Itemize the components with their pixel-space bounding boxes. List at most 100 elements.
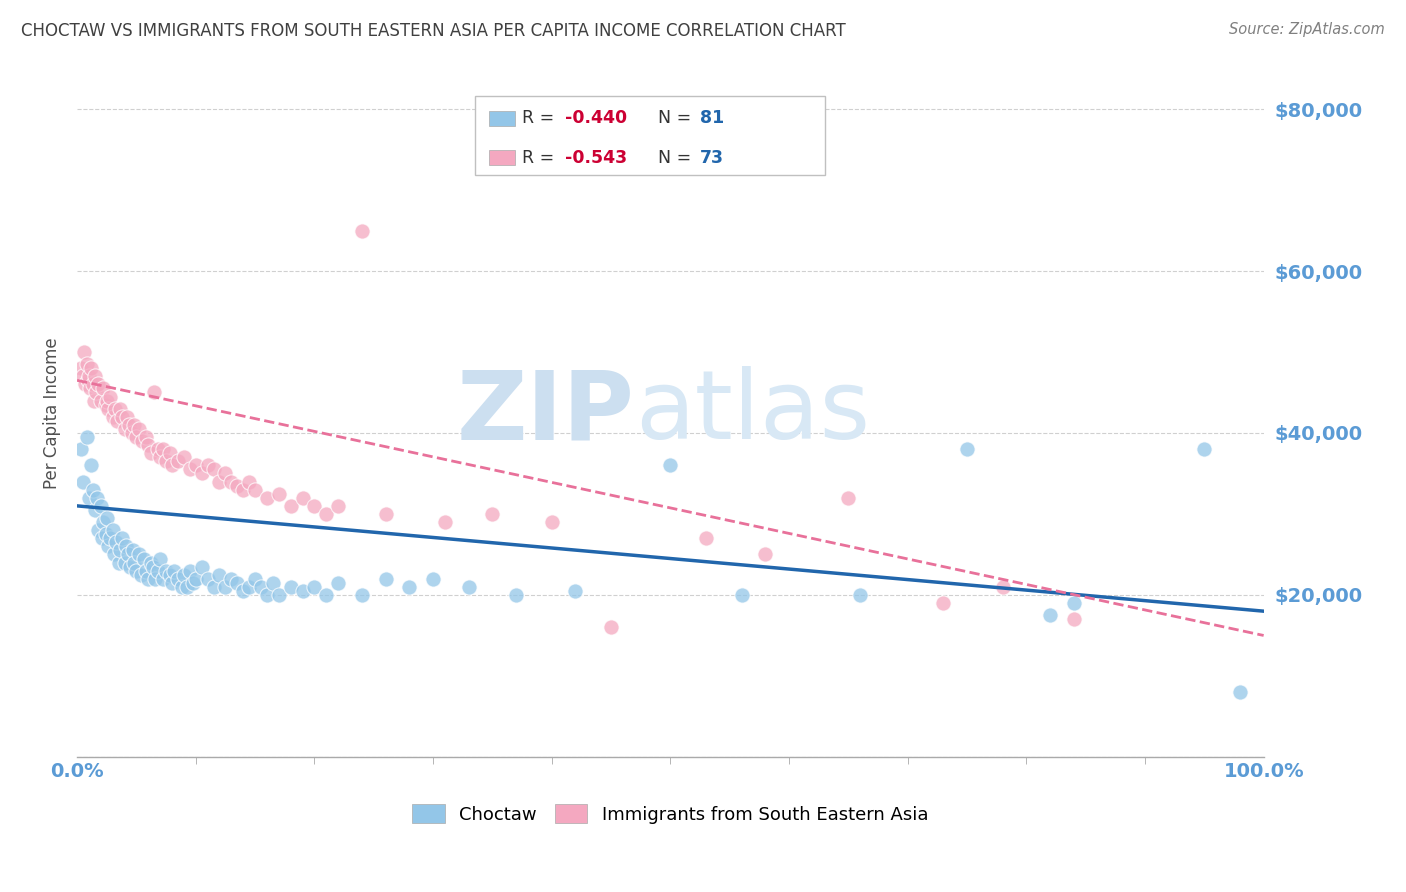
Point [1039,608,1062,623]
Point [129,567,152,582]
Point [139,556,162,570]
Point [374,572,396,586]
Point [146,442,169,457]
Point [80,458,103,473]
Point [232,483,254,497]
Point [221,475,243,489]
Point [76,430,98,444]
Point [422,572,444,586]
Point [94,398,117,412]
Point [159,567,181,582]
Point [481,507,503,521]
Point [267,588,290,602]
Point [190,559,212,574]
Point [238,475,260,489]
Point [214,467,236,481]
Point [600,620,623,634]
Point [82,483,104,497]
Point [232,583,254,598]
Point [135,430,157,444]
Point [149,450,172,465]
Point [149,551,172,566]
Point [108,401,131,416]
Point [173,567,195,582]
Point [79,381,101,395]
Point [96,393,118,408]
Point [80,361,103,376]
Point [69,442,91,457]
Text: N =: N = [647,109,696,128]
FancyBboxPatch shape [489,150,515,165]
Point [179,462,201,476]
Point [72,475,94,489]
Point [214,580,236,594]
Point [1063,612,1085,626]
Point [1229,685,1251,699]
Point [243,572,266,586]
Point [315,507,337,521]
Point [267,487,290,501]
Point [145,572,167,586]
Point [256,588,278,602]
Text: 81: 81 [700,109,724,128]
Point [457,580,479,594]
Point [659,458,682,473]
Point [326,499,349,513]
Point [84,385,107,400]
Point [183,575,205,590]
Point [179,564,201,578]
Point [73,345,96,359]
Point [98,531,121,545]
Point [90,499,112,513]
Point [243,483,266,497]
Point [849,588,872,602]
Point [837,491,859,505]
Point [238,580,260,594]
Point [176,580,198,594]
Point [184,458,207,473]
Point [94,527,117,541]
Point [160,575,183,590]
Point [754,548,776,562]
Point [695,531,717,545]
Text: -0.440: -0.440 [565,109,627,128]
Text: ZIP: ZIP [457,367,634,459]
Point [350,223,373,237]
Point [77,369,100,384]
Point [197,458,219,473]
Point [125,564,148,578]
Point [730,588,752,602]
Point [1063,596,1085,610]
Point [114,556,136,570]
Point [83,369,105,384]
Point [143,385,166,400]
Point [72,369,94,384]
Point [250,580,273,594]
Point [87,523,110,537]
Point [96,511,118,525]
Point [132,551,155,566]
Point [135,564,157,578]
Legend: Choctaw, Immigrants from South Eastern Asia: Choctaw, Immigrants from South Eastern A… [412,805,928,823]
Point [505,588,527,602]
Point [83,503,105,517]
Point [208,567,231,582]
Point [69,361,91,376]
Point [105,535,128,549]
FancyBboxPatch shape [475,96,825,175]
Point [86,491,108,505]
Point [1194,442,1216,457]
Point [398,580,420,594]
Point [167,454,190,468]
Point [104,401,127,416]
Text: atlas: atlas [634,367,870,459]
Point [350,588,373,602]
Point [991,580,1014,594]
Text: R =: R = [522,149,560,167]
Point [111,531,134,545]
Point [433,515,456,529]
Point [956,442,979,457]
Text: -0.543: -0.543 [565,149,627,167]
Point [125,430,148,444]
Point [163,564,186,578]
